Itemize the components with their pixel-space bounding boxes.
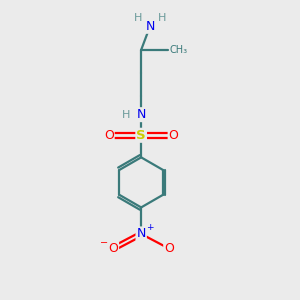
Text: S: S	[136, 129, 146, 142]
Text: +: +	[146, 223, 153, 232]
Text: O: O	[108, 242, 118, 255]
Text: O: O	[164, 242, 174, 255]
Text: N: N	[145, 20, 155, 33]
Text: N: N	[145, 20, 155, 33]
Text: O: O	[104, 129, 114, 142]
Text: CH₃: CH₃	[169, 45, 187, 55]
Text: N: N	[136, 108, 146, 121]
Text: N: N	[136, 108, 146, 121]
Text: H: H	[158, 13, 166, 23]
Text: O: O	[164, 242, 174, 255]
Text: O: O	[104, 129, 114, 142]
Text: S: S	[136, 129, 146, 142]
Text: O: O	[169, 129, 178, 142]
Text: H: H	[134, 13, 142, 23]
Text: O: O	[108, 242, 118, 255]
Text: N: N	[136, 227, 146, 240]
Text: N: N	[136, 227, 146, 240]
Text: −: −	[100, 238, 108, 248]
Text: H: H	[122, 110, 130, 120]
Text: O: O	[169, 129, 178, 142]
